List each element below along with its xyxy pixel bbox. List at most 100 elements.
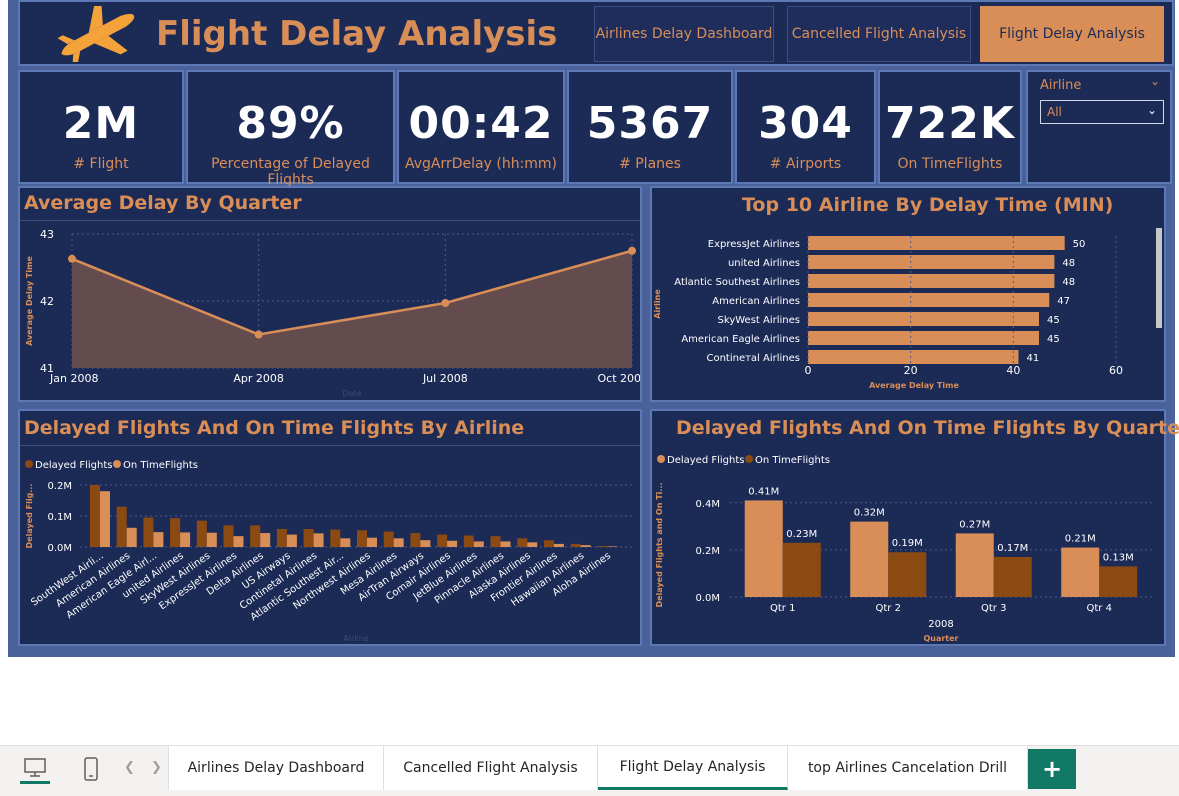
bar-delayed [517,538,528,547]
legend-marker [745,455,753,463]
header: Flight Delay Analysis Airlines Delay Das… [18,0,1174,66]
legend-marker [113,460,121,468]
chevron-down-icon[interactable]: ⌄ [1149,74,1160,88]
y-tick-label: 0.2M [695,546,720,557]
tab-cancelled-flight-analysis[interactable]: Cancelled Flight Analysis [384,746,598,790]
kpi-value: 00:42 [408,98,554,149]
top-airline-delay-chart: Top 10 Airline By Delay Time (MIN) Expre… [650,186,1166,402]
chart-title: Average Delay By Quarter [24,192,302,214]
nav-cancelled-flight-analysis[interactable]: Cancelled Flight Analysis [787,6,971,62]
legend-label: Delayed Flights [667,455,744,466]
bar-on-time [340,538,351,547]
tab-top-airlines-cancelation-drill[interactable]: top Airlines Cancelation Drill [788,746,1028,790]
bar-delayed [116,506,127,547]
x-axis-title: Quarter [923,634,958,643]
series-line [71,249,633,336]
x-axis-title: Average Delay Time [869,381,959,390]
kpi-card-avg-arr-delay: 00:42 AvgArrDelay (hh:mm) [397,70,565,184]
bar-delayed [1061,547,1100,597]
tab-flight-delay-analysis[interactable]: Flight Delay Analysis [598,746,788,790]
airline-dropdown[interactable]: All ⌄ [1040,100,1164,124]
data-label: 48 [1062,277,1075,288]
bar-delayed [570,543,581,547]
bar-delayed [357,530,367,547]
add-page-button[interactable]: + [1028,749,1076,789]
mobile-view-icon[interactable] [76,754,106,784]
dropdown-value: All [1047,105,1062,119]
title-divider [20,220,640,221]
x-group-label: 2008 [928,619,953,630]
bar-on-time [553,543,564,547]
nav-flight-delay-analysis[interactable]: Flight Delay Analysis [980,6,1164,62]
report-page: Flight Delay Analysis Airlines Delay Das… [8,0,1179,657]
y-tick-label: 0.1M [47,512,72,523]
y-tick-label: 0.0M [695,593,720,604]
y-tick-label: 0.4M [695,499,720,510]
y-tick-label: 0.0M [47,543,72,554]
bar [808,331,1039,345]
bar-on-time [100,491,110,547]
bar-on-time [367,537,377,547]
scrollbar[interactable] [1156,228,1162,328]
bar-on-time [473,541,484,547]
kpi-value: 5367 [586,98,714,149]
page-title: Flight Delay Analysis [156,14,558,54]
kpi-value: 722K [885,98,1015,149]
y-category-label: ExpressJet Airlines [708,239,800,250]
x-axis-title: Date [342,389,361,398]
x-tick-label: Apr 2008 [233,372,284,385]
data-label: 47 [1057,296,1070,307]
line-area-chart: 41 42 43 Jan 2008 Apr 2008 Jul 2008 Oct 2008 Av… [25,228,640,398]
bar-on-time [286,534,297,547]
bar-delayed [223,525,234,547]
bar-on-time [153,532,164,547]
chart-title: Top 10 Airline By Delay Time (MIN) [742,194,1114,216]
kpi-value: 304 [758,98,853,149]
clustered-column-chart: Delayed Flights On TimeFlights 0.0M 0.1M 0.2… [25,460,632,643]
bar-delayed [383,531,394,547]
x-tick-label: 20 [904,364,918,377]
title-divider [20,445,640,446]
x-category-label: Qtr 2 [876,603,901,614]
kpi-label: Percentage of Delayed Flights [211,156,370,188]
y-axis-title: Average Delay Time [25,256,34,346]
x-category-label: Qtr 1 [770,603,795,614]
kpi-label: # Planes [619,156,681,172]
data-label: 0.19M [892,538,923,549]
y-category-label: American Airlines [712,296,800,307]
bar-on-time [420,540,431,547]
chart-title: Delayed Flights And On Time Flights By A… [24,417,525,439]
y-category-label: American Eagle Airlines [681,334,800,345]
kpi-card-on-time-flights: 722K On TimeFlights [878,70,1022,184]
bar-on-time [500,541,511,547]
clustered-column-chart: Delayed Flights On TimeFlights 0.0M 0.2M 0.4… [655,455,1152,643]
data-label: 45 [1047,315,1060,326]
data-point [254,330,263,339]
chevron-left-icon[interactable]: ❮ [124,760,135,775]
bar-delayed [196,520,207,547]
tab-airlines-delay-dashboard[interactable]: Airlines Delay Dashboard [168,746,384,790]
horizontal-bar-chart: ExpressJet Airlines 50 united Airlines 48 At… [653,236,1123,390]
bar-on-time [993,556,1032,597]
bar-delayed [437,534,448,547]
kpi-label: AvgArrDelay (hh:mm) [404,156,558,172]
desktop-view-icon[interactable] [20,754,50,784]
y-tick-label: 43 [40,228,54,241]
x-tick-label: Jan 2008 [49,372,98,385]
y-tick-label: 42 [40,295,54,308]
data-label: 50 [1073,239,1086,250]
bar-delayed [543,540,554,547]
data-point [68,254,76,263]
kpi-value: 2M [62,98,140,149]
bar [808,274,1055,288]
bar-delayed [955,533,994,597]
bar-on-time [1099,566,1138,597]
bar-on-time [782,542,821,597]
nav-airlines-delay-dashboard[interactable]: Airlines Delay Dashboard [594,6,774,62]
y-category-label: Contineтal Airlines [706,353,800,364]
chevron-right-icon[interactable]: ❯ [151,760,162,775]
data-label: 41 [1026,353,1039,364]
bar-delayed [597,546,608,547]
slicer-title: Airline [1040,78,1082,93]
page-tab-bar: ❮ ❯ Airlines Delay Dashboard Cancelled F… [0,745,1179,796]
